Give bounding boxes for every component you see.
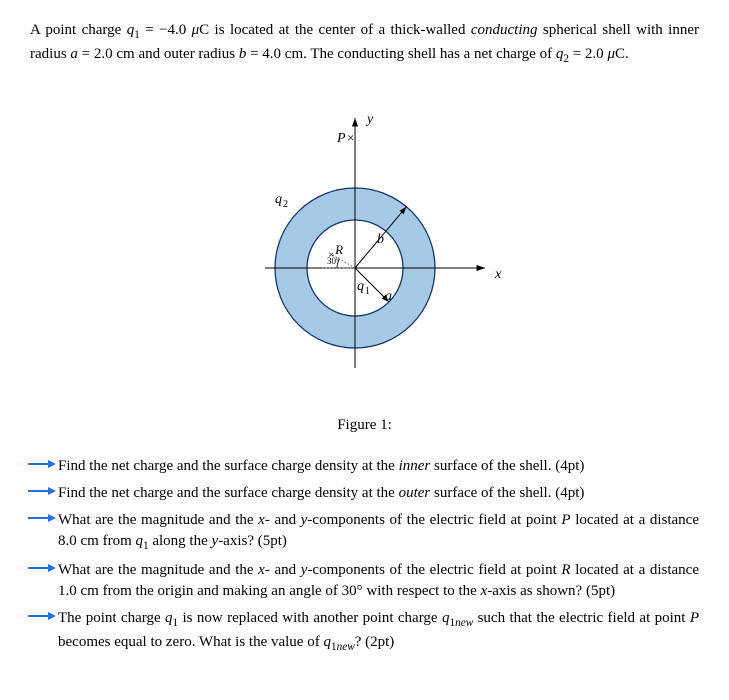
svg-text:2: 2 xyxy=(283,199,288,210)
svg-text:b: b xyxy=(377,232,384,247)
svg-text:R: R xyxy=(334,241,343,256)
question-item: Find the net charge and the surface char… xyxy=(58,456,699,477)
figure-container: yx×Pbaq1q2×R30° xyxy=(30,78,699,405)
problem-statement: A point charge q1 = −4.0 μC is located a… xyxy=(30,20,699,68)
svg-text:a: a xyxy=(385,289,392,304)
svg-text:q: q xyxy=(275,192,282,207)
question-list: Find the net charge and the surface char… xyxy=(30,456,699,656)
svg-text:x: x xyxy=(494,267,502,282)
svg-text:P: P xyxy=(336,131,346,146)
svg-text:×: × xyxy=(347,130,354,145)
figure-caption: Figure 1: xyxy=(30,415,699,436)
svg-text:y: y xyxy=(365,112,374,127)
svg-text:1: 1 xyxy=(365,286,370,297)
svg-text:q: q xyxy=(357,279,364,294)
question-item: What are the magnitude and the x- and y-… xyxy=(58,560,699,602)
figure-svg: yx×Pbaq1q2×R30° xyxy=(205,78,525,398)
question-item: Find the net charge and the surface char… xyxy=(58,483,699,504)
question-item: What are the magnitude and the x- and y-… xyxy=(58,510,699,555)
svg-text:30°: 30° xyxy=(327,256,340,266)
question-item: The point charge q1 is now replaced with… xyxy=(58,608,699,656)
